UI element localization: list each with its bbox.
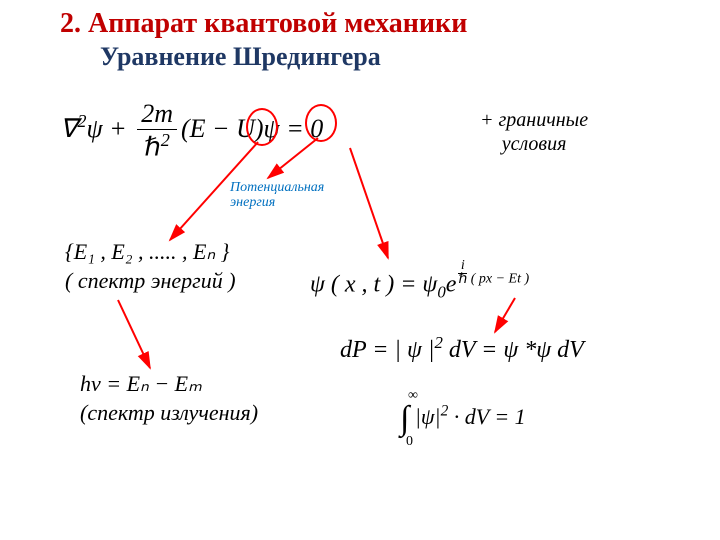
plus: + bbox=[103, 114, 134, 143]
wave-exponent: iℏ ( px − Et ) bbox=[458, 260, 529, 288]
dp-sq: 2 bbox=[435, 333, 443, 352]
E-term: E bbox=[190, 114, 206, 143]
frac-den: ℏ2 bbox=[137, 130, 177, 162]
fraction: 2mℏ2 bbox=[137, 100, 177, 162]
integral-sign: ∫∞0 bbox=[400, 400, 409, 438]
normalization: ∫∞0 |ψ|2 · dV = 1 bbox=[400, 400, 526, 438]
hv-eq: hν = Eₙ − Eₘ bbox=[80, 371, 202, 396]
dp-part1: dP = | ψ | bbox=[340, 337, 435, 363]
wave-e: e bbox=[446, 272, 457, 298]
annotation-circle bbox=[246, 108, 278, 146]
potential-energy-label: Потенциальная энергия bbox=[230, 180, 330, 211]
wave-function: ψ ( x , t ) = ψ0eiℏ ( px − Et ) bbox=[310, 260, 529, 302]
energy-spectrum: {E₁ , E₂ , ..... , Eₙ } ( спектр энергий… bbox=[65, 238, 236, 295]
title-sub: Уравнение Шредингера bbox=[100, 42, 381, 72]
hv-label: (спектр излучения) bbox=[80, 400, 258, 425]
probability-density: dP = | ψ |2 dV = ψ *ψ dV bbox=[340, 333, 584, 364]
energy-set: {E₁ , E₂ , ..... , Eₙ } bbox=[65, 239, 229, 264]
schrodinger-equation: ∇2ψ + 2mℏ2(E − U)ψ = 0 bbox=[60, 100, 323, 162]
title-main: 2. Аппарат квантовой механики bbox=[60, 8, 467, 40]
frac-num: 2m bbox=[137, 100, 177, 130]
boundary-conditions: + граничные условия bbox=[480, 108, 588, 156]
emission-spectrum: hν = Eₙ − Eₘ (спектр излучения) bbox=[80, 370, 258, 427]
norm-body2: · dV = 1 bbox=[448, 404, 525, 429]
open-paren: ( bbox=[181, 114, 190, 143]
norm-body1: |ψ| bbox=[415, 404, 441, 429]
annotation-circle bbox=[305, 104, 337, 142]
wave-lhs: ψ ( x , t ) = ψ bbox=[310, 272, 437, 298]
psi1: ψ bbox=[87, 114, 103, 143]
minus: − bbox=[206, 114, 237, 143]
dp-part2: dV = ψ *ψ dV bbox=[443, 337, 584, 363]
nabla: ∇ bbox=[60, 114, 77, 143]
wave-psi0-sub: 0 bbox=[437, 282, 445, 301]
energy-spectrum-label: ( спектр энергий ) bbox=[65, 268, 236, 293]
nabla-sq: 2 bbox=[77, 111, 86, 131]
